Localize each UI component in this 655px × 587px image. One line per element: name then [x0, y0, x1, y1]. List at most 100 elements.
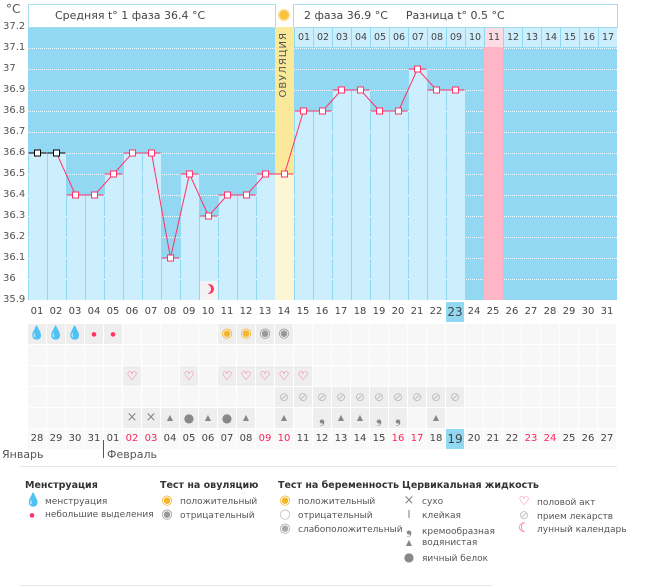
temperature-point[interactable] — [262, 170, 269, 178]
calendar-cell[interactable] — [47, 408, 65, 428]
temperature-point[interactable] — [53, 149, 60, 157]
calendar-cell[interactable] — [199, 324, 217, 344]
calendar-cell[interactable] — [85, 408, 103, 428]
calendar-cell[interactable] — [408, 366, 426, 386]
calendar-cell[interactable]: ⊘ — [408, 387, 426, 407]
calendar-cell[interactable]: ◉ — [237, 324, 255, 344]
calendar-cell[interactable] — [408, 345, 426, 365]
calendar-cell[interactable] — [199, 345, 217, 365]
calendar-cell[interactable] — [484, 408, 502, 428]
calendar-cell[interactable]: ⊘ — [351, 387, 369, 407]
calendar-cell[interactable] — [579, 345, 597, 365]
temperature-point[interactable] — [281, 170, 288, 178]
calendar-cell[interactable]: ⊘ — [427, 387, 445, 407]
calendar-cell[interactable] — [427, 366, 445, 386]
calendar-cell[interactable]: ▲ — [161, 408, 179, 428]
date-cell[interactable]: 08 — [163, 306, 177, 317]
calendar-cell[interactable] — [446, 324, 464, 344]
calendar-cell[interactable] — [142, 345, 160, 365]
calendar-cell[interactable] — [522, 366, 540, 386]
calendar-cell[interactable] — [66, 408, 84, 428]
calendar-cell[interactable]: × — [123, 408, 141, 428]
calendar-date[interactable]: 26 — [579, 429, 597, 449]
calendar-date[interactable]: 13 — [332, 429, 350, 449]
calendar-cell[interactable]: ▲ — [199, 408, 217, 428]
temperature-point[interactable] — [452, 86, 459, 94]
calendar-cell[interactable] — [446, 366, 464, 386]
calendar-cell[interactable]: ● — [218, 408, 236, 428]
temperature-point[interactable] — [110, 170, 117, 178]
calendar-cell[interactable] — [598, 387, 616, 407]
calendar-cell[interactable] — [332, 324, 350, 344]
calendar-cell[interactable] — [598, 408, 616, 428]
calendar-date[interactable]: 25 — [560, 429, 578, 449]
calendar-cell[interactable] — [370, 366, 388, 386]
calendar-date[interactable]: 06 — [199, 429, 217, 449]
calendar-cell[interactable] — [503, 324, 521, 344]
calendar-cell[interactable] — [256, 408, 274, 428]
calendar-cell[interactable] — [370, 345, 388, 365]
date-cell[interactable]: 15 — [296, 306, 310, 317]
temperature-point[interactable] — [376, 107, 383, 115]
calendar-date[interactable]: 12 — [313, 429, 331, 449]
calendar-cell[interactable] — [85, 366, 103, 386]
calendar-cell[interactable] — [408, 324, 426, 344]
calendar-cell[interactable]: ⊘ — [313, 387, 331, 407]
calendar-cell[interactable] — [294, 345, 312, 365]
date-cell[interactable]: 30 — [581, 306, 595, 317]
date-cell[interactable]: 11 — [220, 306, 234, 317]
calendar-cell[interactable] — [579, 366, 597, 386]
calendar-cell[interactable] — [408, 408, 426, 428]
calendar-cell[interactable]: ▲ — [332, 408, 350, 428]
calendar-cell[interactable]: × — [142, 408, 160, 428]
calendar-cell[interactable] — [579, 324, 597, 344]
calendar-cell[interactable]: ▲ — [237, 408, 255, 428]
calendar-cell[interactable] — [484, 345, 502, 365]
calendar-cell[interactable] — [560, 345, 578, 365]
calendar-date[interactable]: 03 — [142, 429, 160, 449]
date-cell[interactable]: 03 — [68, 306, 82, 317]
date-cell[interactable]: 29 — [562, 306, 576, 317]
calendar-cell[interactable]: ▲ — [427, 408, 445, 428]
calendar-cell[interactable] — [218, 387, 236, 407]
calendar-date[interactable]: 20 — [465, 429, 483, 449]
calendar-cell[interactable] — [313, 366, 331, 386]
temperature-point[interactable] — [167, 254, 174, 262]
calendar-date[interactable]: 09 — [256, 429, 274, 449]
calendar-cell[interactable] — [465, 366, 483, 386]
date-cell[interactable]: 07 — [144, 306, 158, 317]
date-cell[interactable]: 09 — [182, 306, 196, 317]
date-cell[interactable]: 19 — [372, 306, 386, 317]
date-cell[interactable]: 31 — [600, 306, 614, 317]
calendar-cell[interactable] — [389, 324, 407, 344]
calendar-date[interactable]: 21 — [484, 429, 502, 449]
calendar-cell[interactable] — [598, 324, 616, 344]
date-cell[interactable]: 28 — [543, 306, 557, 317]
calendar-cell[interactable] — [332, 366, 350, 386]
calendar-cell[interactable]: ● — [180, 408, 198, 428]
calendar-cell[interactable]: ● — [104, 324, 122, 344]
calendar-cell[interactable] — [332, 345, 350, 365]
calendar-cell[interactable] — [560, 387, 578, 407]
calendar-cell[interactable] — [560, 324, 578, 344]
calendar-cell[interactable] — [47, 345, 65, 365]
calendar-cell[interactable] — [351, 345, 369, 365]
temperature-point[interactable] — [72, 191, 79, 199]
calendar-cell[interactable]: ⊘ — [332, 387, 350, 407]
calendar-cell[interactable] — [541, 387, 559, 407]
calendar-cell[interactable] — [66, 366, 84, 386]
calendar-cell[interactable] — [237, 387, 255, 407]
calendar-cell[interactable] — [579, 387, 597, 407]
calendar-cell[interactable] — [465, 387, 483, 407]
calendar-cell[interactable] — [503, 408, 521, 428]
calendar-cell[interactable] — [275, 345, 293, 365]
temperature-point[interactable] — [433, 86, 440, 94]
calendar-date[interactable]: 10 — [275, 429, 293, 449]
calendar-cell[interactable] — [598, 345, 616, 365]
calendar-cell[interactable] — [503, 387, 521, 407]
calendar-cell[interactable]: ⊘ — [370, 387, 388, 407]
calendar-cell[interactable]: ▲ — [351, 408, 369, 428]
calendar-cell[interactable] — [180, 324, 198, 344]
calendar-cell[interactable] — [484, 366, 502, 386]
calendar-cell[interactable] — [522, 345, 540, 365]
